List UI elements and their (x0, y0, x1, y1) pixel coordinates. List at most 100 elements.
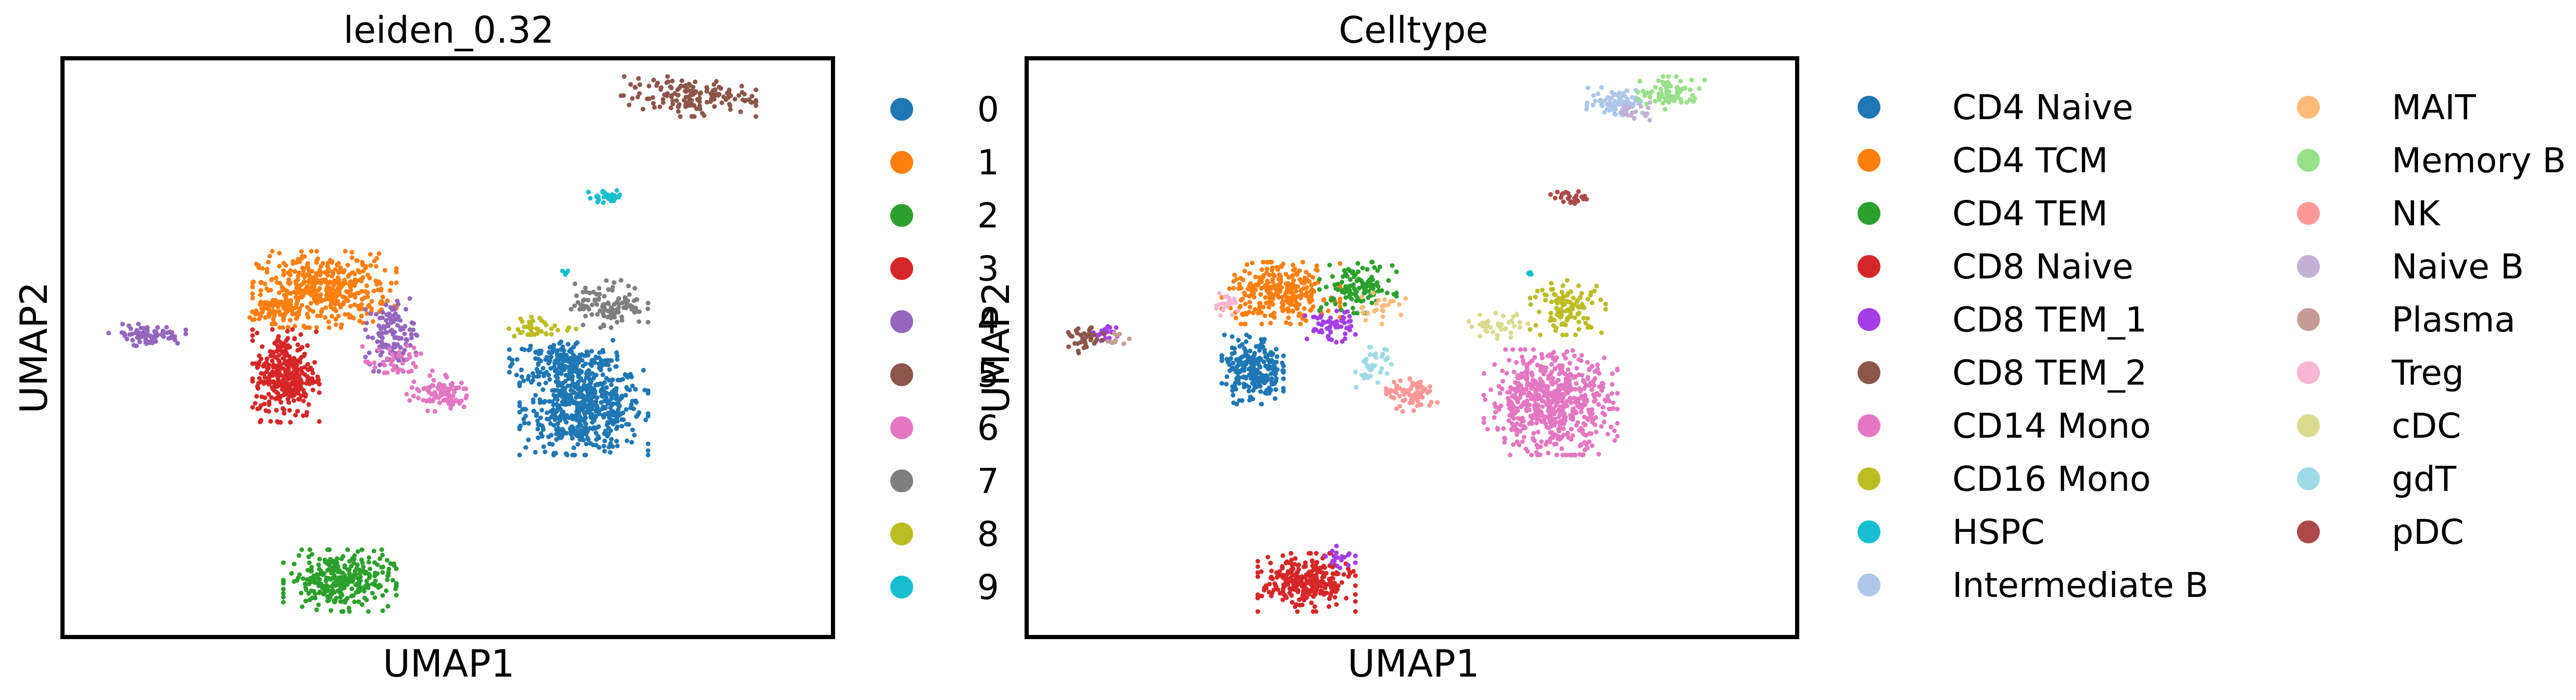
data-point (270, 277, 275, 282)
data-point (517, 426, 522, 431)
data-point (154, 332, 159, 336)
data-point (1253, 274, 1258, 279)
data-point (449, 383, 454, 388)
data-point (589, 349, 594, 354)
data-point (577, 394, 583, 399)
data-point (1656, 78, 1661, 83)
data-point (277, 396, 282, 401)
data-point (372, 595, 377, 600)
data-point (1519, 418, 1524, 424)
data-point (1354, 298, 1359, 303)
data-point (1564, 403, 1570, 409)
data-point (1549, 287, 1554, 292)
data-point (1228, 357, 1233, 362)
data-point (585, 305, 590, 310)
legend-label: CD8 TEM_1 (1952, 300, 2147, 340)
data-point (1220, 307, 1226, 312)
data-point (257, 405, 262, 411)
data-point (364, 578, 369, 583)
data-point (1589, 387, 1595, 392)
data-point (360, 560, 365, 565)
data-point (1382, 297, 1387, 302)
data-point (250, 284, 255, 289)
data-point (340, 609, 346, 614)
data-point (1542, 383, 1547, 388)
data-point (359, 547, 364, 552)
data-point (1374, 301, 1379, 307)
data-point (1666, 100, 1672, 105)
data-point (295, 299, 300, 304)
data-point (1323, 284, 1329, 289)
data-point (592, 297, 597, 302)
data-point (1265, 555, 1270, 559)
data-point (1571, 296, 1576, 301)
data-point (397, 350, 402, 355)
data-point (1556, 391, 1561, 396)
data-point (559, 339, 564, 345)
data-point (398, 345, 403, 350)
data-point (1369, 300, 1374, 306)
data-point (566, 373, 571, 378)
data-point (1525, 393, 1531, 398)
legend-marker (890, 523, 913, 545)
data-point (1256, 311, 1261, 316)
data-point (1612, 438, 1617, 443)
data-point (270, 379, 275, 385)
series-nk (1384, 376, 1440, 414)
data-point (564, 413, 569, 418)
data-point (250, 376, 255, 381)
data-point (1267, 385, 1272, 390)
data-point (1365, 311, 1370, 316)
data-point (1337, 261, 1343, 266)
data-point (1496, 405, 1501, 411)
data-point (281, 315, 286, 320)
data-point (1281, 376, 1286, 381)
data-point (1528, 302, 1533, 307)
data-point (1265, 278, 1270, 284)
data-point (1283, 320, 1289, 325)
data-point (1485, 329, 1490, 334)
data-point (1568, 312, 1573, 317)
data-point (507, 370, 512, 375)
data-point (646, 448, 651, 453)
data-point (1558, 397, 1563, 402)
data-point (1646, 105, 1651, 110)
data-point (596, 382, 601, 387)
data-point (1368, 352, 1373, 357)
data-point (300, 413, 306, 418)
data-point (643, 417, 648, 423)
data-point (295, 389, 300, 394)
data-point (1232, 346, 1237, 351)
data-point (281, 272, 286, 277)
data-point (577, 409, 582, 414)
data-point (1510, 394, 1515, 399)
data-point (373, 583, 378, 588)
data-point (507, 347, 512, 352)
data-point (1501, 426, 1506, 431)
data-point (390, 367, 396, 373)
data-point (725, 91, 730, 96)
data-point (1554, 355, 1559, 360)
data-point (670, 79, 675, 84)
data-point (1268, 313, 1273, 318)
data-point (1585, 360, 1590, 365)
data-point (1548, 192, 1553, 197)
data-point (322, 571, 327, 576)
data-point (586, 189, 591, 195)
data-point (1291, 566, 1296, 571)
data-point (290, 327, 295, 332)
data-point (1394, 269, 1399, 274)
data-point (1234, 401, 1240, 406)
data-point (257, 302, 262, 307)
data-point (637, 82, 642, 87)
data-point (1547, 438, 1552, 443)
data-point (1499, 327, 1504, 332)
data-point (276, 377, 281, 382)
data-point (295, 348, 300, 353)
data-point (1687, 97, 1693, 102)
data-point (287, 317, 293, 323)
data-point (576, 413, 582, 418)
data-point (612, 280, 616, 285)
data-point (1259, 341, 1264, 346)
data-point (389, 281, 394, 286)
